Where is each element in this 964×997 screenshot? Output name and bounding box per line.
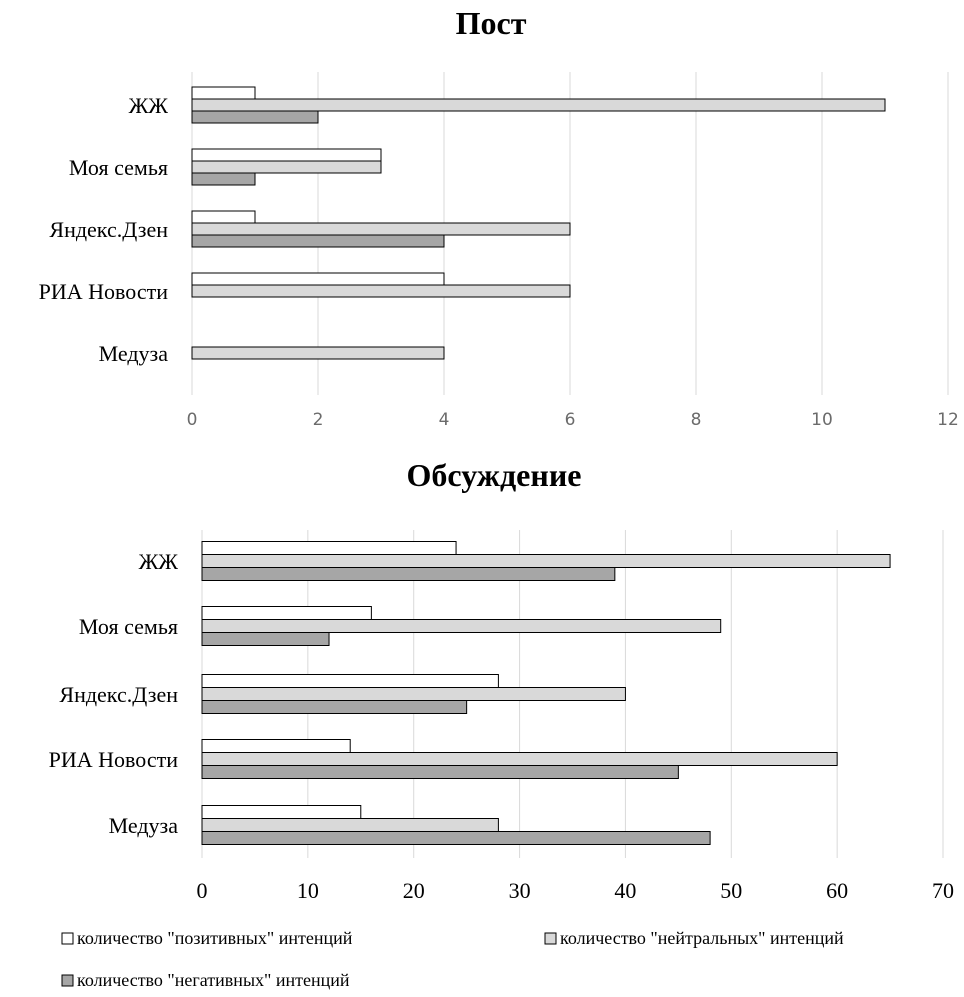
discussion-bar-negative [201,700,468,714]
discussion-bar-positive [201,541,457,555]
discussion-bar-negative [201,567,616,581]
discussion-x-tick-label: 50 [720,878,742,903]
discussion-chart-tick-labels: 0 10 20 30 40 50 60 70 [197,878,955,903]
discussion-category-label: ЖЖ [139,549,179,574]
post-bar-neutral [191,284,571,298]
discussion-bar-negative [201,831,711,845]
discussion-bar-positive [201,674,499,688]
post-bar-neutral [191,98,886,112]
discussion-bar-positive [201,739,351,753]
post-bar-negative [191,110,319,124]
legend-item-negative: количество "негативных" интенций [61,970,350,990]
legend-label-negative: количество "негативных" интенций [77,970,350,990]
post-category-label: Моя семья [69,155,168,180]
discussion-chart-category-labels: ЖЖ Моя семья Яндекс.Дзен РИА Новости Медуза [49,549,179,838]
legend-swatch-negative [61,974,74,987]
discussion-bar-neutral [201,687,626,701]
legend-swatch-neutral [544,932,557,945]
post-x-tick-label: 4 [439,410,450,430]
post-bar-positive [191,148,382,162]
discussion-chart-title: Обсуждение [407,457,582,493]
discussion-bar-neutral [201,818,499,832]
discussion-x-tick-label: 70 [932,878,954,903]
post-x-tick-label: 0 [187,410,198,430]
legend-item-positive: количество "позитивных" интенций [61,928,353,948]
discussion-x-tick-label: 60 [826,878,848,903]
post-bar-positive [191,272,445,286]
post-category-label: Медуза [99,341,169,366]
post-bar-negative [191,234,445,248]
discussion-bar-neutral [201,752,838,766]
discussion-x-tick-label: 20 [403,878,425,903]
post-bar-negative [191,172,256,186]
discussion-bar-negative [201,632,330,646]
discussion-category-label: Яндекс.Дзен [59,682,178,707]
post-x-tick-label: 12 [937,410,959,430]
discussion-chart: Обсуждение ЖЖ Моя семья Яндекс.Дзен РИА Нов… [49,457,954,903]
post-bar-positive [191,86,256,100]
discussion-bar-neutral [201,619,722,633]
post-bar-neutral [191,160,382,174]
post-chart-category-labels: ЖЖ Моя семья Яндекс.Дзен РИА Новости Медуза [39,93,169,366]
post-category-label: РИА Новости [39,279,169,304]
post-x-tick-label: 8 [691,410,702,430]
post-chart-bars [191,86,886,360]
discussion-bar-positive [201,606,372,620]
discussion-x-tick-label: 10 [297,878,319,903]
discussion-category-label: Медуза [109,813,179,838]
post-x-tick-label: 10 [811,410,833,430]
post-x-tick-label: 2 [313,410,324,430]
post-bar-positive [191,210,256,224]
post-chart-title: Пост [456,5,527,41]
discussion-category-label: РИА Новости [49,747,179,772]
post-chart-tick-labels: 0 2 4 6 8 10 12 [187,410,959,430]
discussion-bar-negative [201,765,679,779]
legend-swatch-positive [61,932,74,945]
post-chart: Пост ЖЖ Моя семья Яндекс.Дзен РИА Новости Ме… [39,5,959,430]
legend: количество "позитивных" интенций количес… [61,928,844,990]
discussion-x-tick-label: 0 [197,878,208,903]
post-category-label: Яндекс.Дзен [49,217,168,242]
discussion-chart-bars [201,541,891,845]
legend-label-positive: количество "позитивных" интенций [77,928,353,948]
discussion-bar-neutral [201,554,891,568]
legend-label-neutral: количество "нейтральных" интенций [560,928,844,948]
discussion-category-label: Моя семья [79,614,178,639]
discussion-x-tick-label: 40 [614,878,636,903]
post-bar-neutral [191,222,571,236]
legend-item-neutral: количество "нейтральных" интенций [544,928,844,948]
post-x-tick-label: 6 [565,410,576,430]
post-bar-neutral [191,346,445,360]
discussion-x-tick-label: 30 [509,878,531,903]
discussion-bar-positive [201,805,362,819]
post-category-label: ЖЖ [129,93,169,118]
